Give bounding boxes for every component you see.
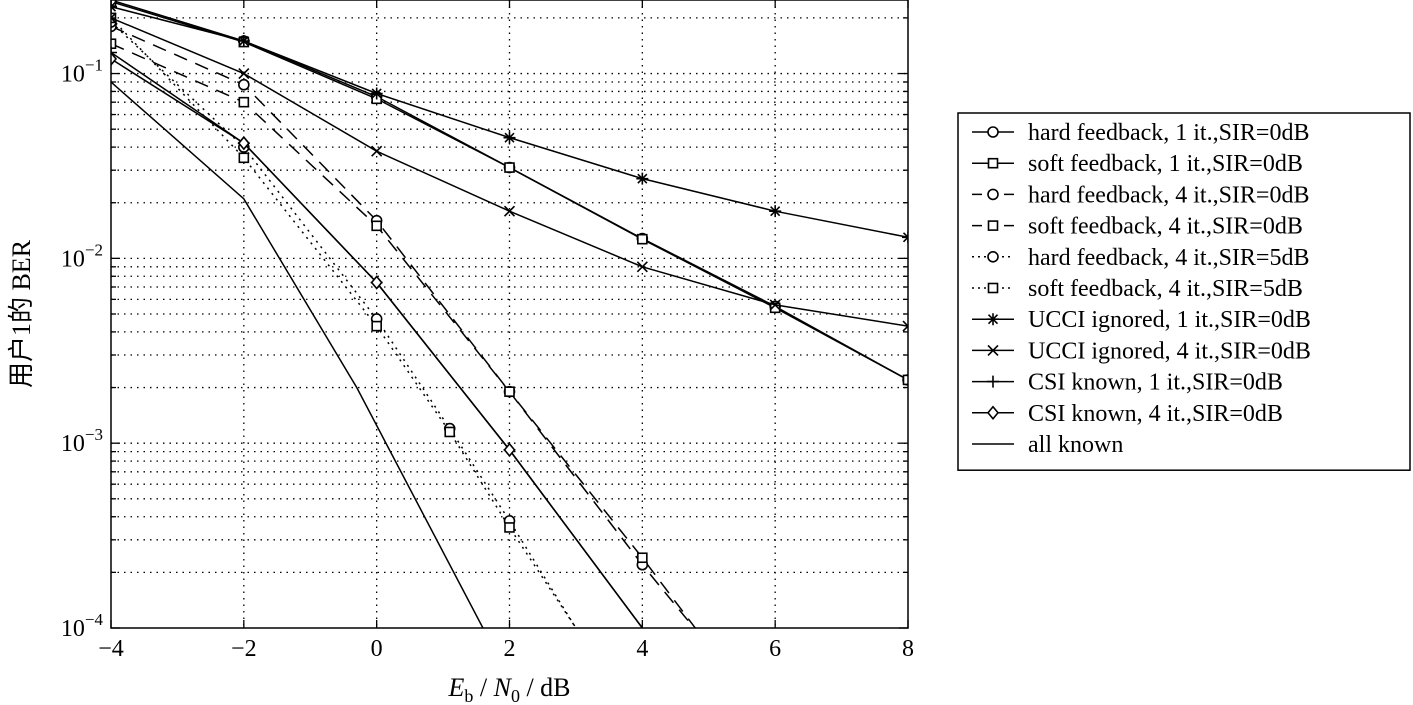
y-axis-label: 用户1的 BER	[7, 239, 36, 388]
series-6	[111, 0, 908, 244]
legend-label: soft feedback, 4 it.,SIR=0dB	[1028, 214, 1303, 240]
series-line	[111, 25, 696, 628]
legend-label: hard feedback, 4 it.,SIR=5dB	[1028, 245, 1309, 271]
marker-square	[444, 426, 456, 438]
marker-diamond	[111, 51, 118, 67]
marker-circle	[987, 250, 999, 263]
x-tick-label: −4	[98, 636, 124, 662]
marker-diamond	[503, 442, 516, 458]
x-tick-label: 8	[902, 636, 914, 662]
marker-square	[769, 302, 781, 314]
marker-square	[987, 220, 999, 231]
series-3	[111, 38, 697, 628]
x-tick-label: 0	[371, 636, 383, 662]
marker-asterisk	[769, 205, 782, 218]
legend-label: CSI known, 1 it.,SIR=0dB	[1028, 370, 1283, 396]
series-line	[111, 21, 577, 628]
axis-labels: Eb / N0 / dB 用户1的 BER	[7, 239, 571, 705]
marker-asterisk	[987, 313, 999, 326]
series-8	[111, 46, 643, 628]
marker-square	[504, 162, 515, 173]
legend-label: CSI known, 4 it.,SIR=0dB	[1028, 401, 1283, 427]
y-tick-label: 10−1	[61, 56, 103, 88]
marker-square	[637, 233, 648, 245]
marker-square	[902, 374, 908, 386]
marker-square	[987, 282, 999, 294]
series-line	[111, 51, 643, 628]
marker-square	[637, 552, 648, 564]
marker-asterisk	[370, 87, 383, 100]
series-line	[111, 0, 908, 381]
marker-plus	[111, 46, 117, 59]
x-tick-label: 2	[504, 636, 516, 662]
series-line	[111, 81, 484, 628]
series-4	[111, 16, 577, 628]
legend-label: UCCI ignored, 1 it.,SIR=0dB	[1028, 307, 1311, 333]
marker-diamond	[986, 405, 1000, 421]
marker-square	[238, 96, 250, 108]
legend-label: all known	[1028, 432, 1123, 458]
marker-asterisk	[503, 131, 516, 144]
legend-label: soft feedback, 1 it.,SIR=0dB	[1028, 151, 1303, 177]
legend: hard feedback, 1 it.,SIR=0dB soft feedbac…	[957, 112, 1411, 471]
series-10	[111, 81, 484, 628]
y-tick-label: 10−3	[61, 425, 103, 457]
legend-label: soft feedback, 4 it.,SIR=5dB	[1028, 276, 1303, 302]
series-1	[111, 0, 908, 386]
legend-label: hard feedback, 1 it.,SIR=0dB	[1028, 120, 1309, 146]
marker-circle	[987, 188, 999, 201]
x-tick-label: 6	[769, 636, 781, 662]
marker-x	[503, 205, 516, 217]
marker-square	[371, 320, 382, 332]
legend-label: hard feedback, 4 it.,SIR=0dB	[1028, 182, 1309, 208]
marker-square	[238, 152, 250, 164]
marker-square	[504, 386, 515, 397]
y-tick-label: 10−2	[61, 240, 103, 272]
marker-asterisk	[636, 172, 649, 185]
series-9	[111, 51, 643, 628]
marker-square	[371, 220, 382, 232]
marker-x	[111, 12, 117, 24]
ticks: −4 −2 0 2 4 6 8 10−4 10−3 10−2 10−1	[61, 0, 914, 662]
marker-circle	[238, 78, 250, 91]
y-tick-label: 10−4	[61, 610, 104, 642]
grid	[111, 0, 908, 628]
marker-x	[902, 320, 908, 332]
marker-square	[987, 157, 999, 169]
x-tick-label: −2	[231, 636, 257, 662]
marker-x	[987, 344, 999, 356]
marker-asterisk	[237, 35, 250, 48]
marker-x	[636, 261, 648, 273]
marker-x	[769, 299, 781, 311]
series-layer	[111, 0, 908, 628]
marker-square	[111, 0, 117, 7]
marker-square	[111, 38, 117, 50]
marker-x	[371, 145, 383, 157]
marker-diamond	[237, 135, 250, 151]
marker-x	[238, 67, 250, 80]
legend-box	[957, 112, 1411, 471]
series-7	[111, 12, 908, 332]
marker-circle	[987, 126, 999, 138]
marker-plus	[987, 375, 999, 388]
x-tick-label: 4	[636, 636, 648, 662]
series-line	[111, 43, 697, 628]
series-0	[111, 0, 908, 386]
series-line	[111, 17, 577, 628]
marker-square	[504, 522, 515, 533]
series-5	[111, 12, 577, 628]
legend-label: UCCI ignored, 4 it.,SIR=0dB	[1028, 338, 1311, 364]
x-axis-label: Eb / N0 / dB	[447, 673, 570, 705]
marker-diamond	[370, 275, 383, 290]
